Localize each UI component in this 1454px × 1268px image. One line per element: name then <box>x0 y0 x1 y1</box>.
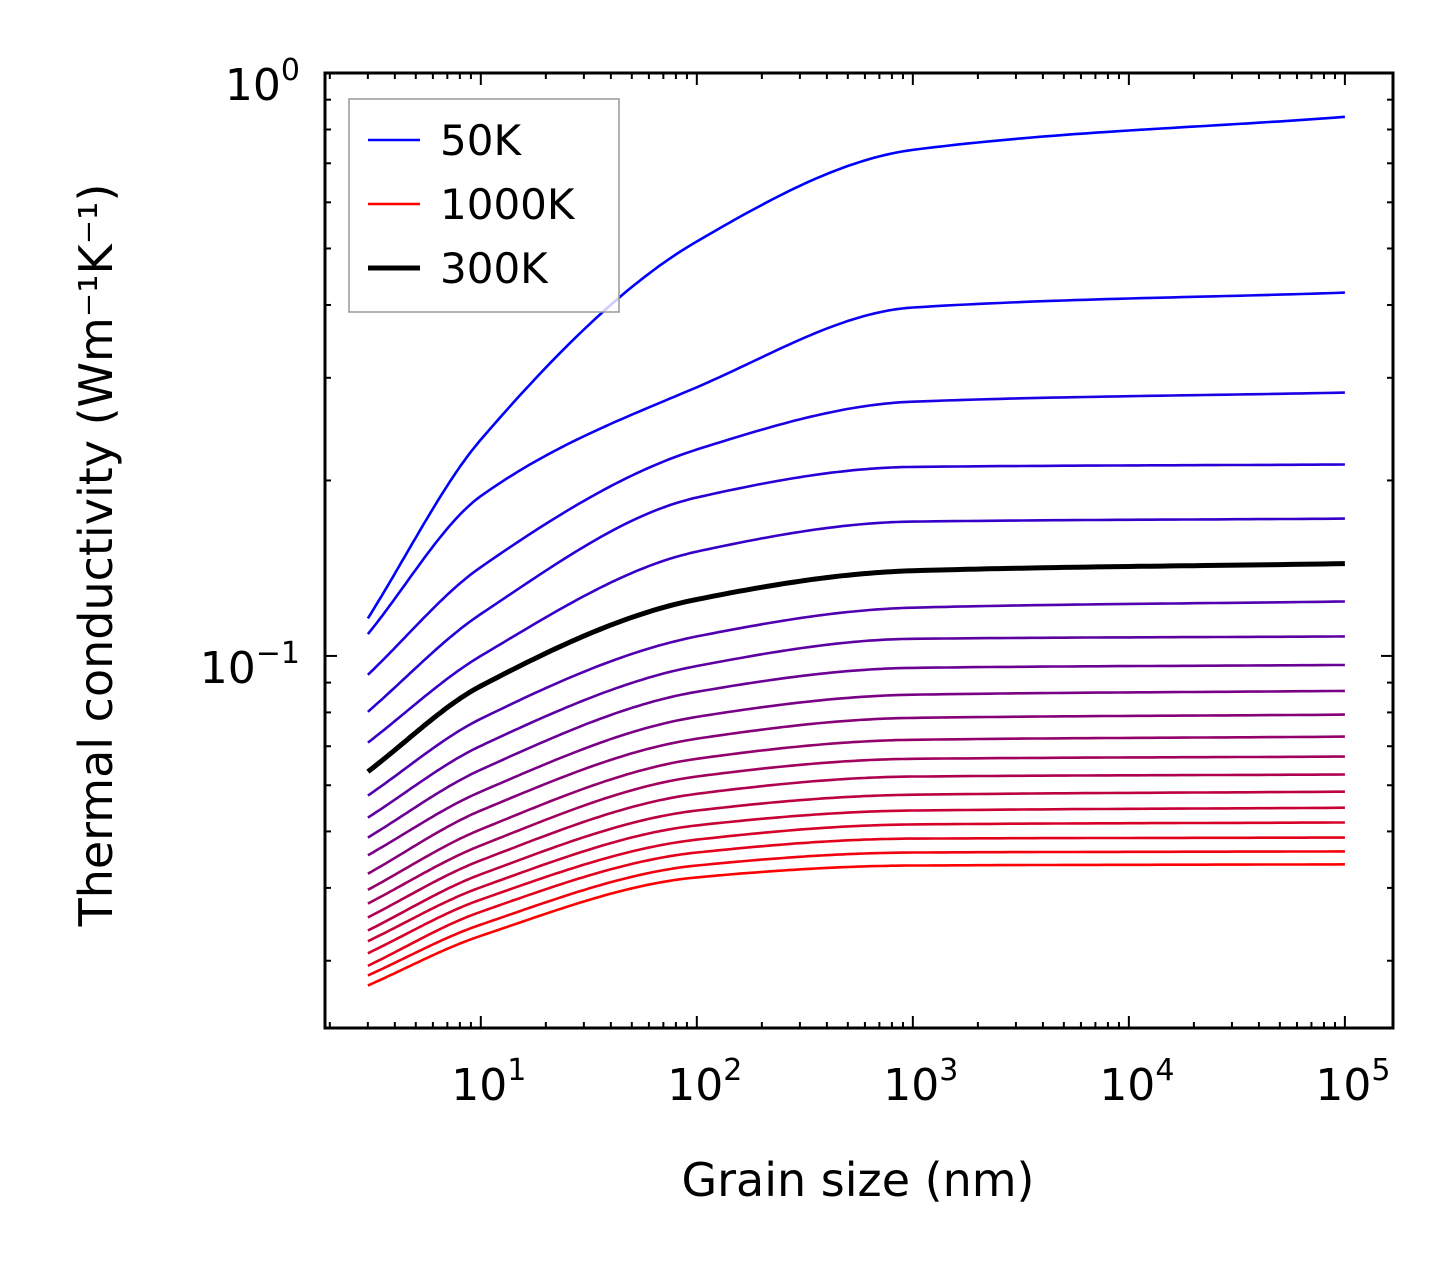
x-axis-label: Grain size (nm) <box>682 1153 1035 1207</box>
x-tick-label: 104 <box>1099 1053 1174 1111</box>
series-line-550K <box>367 713 1345 875</box>
x-tick-label: 102 <box>667 1053 742 1111</box>
tick-label-base: 10 <box>451 1060 507 1111</box>
tick-label-exponent: 5 <box>1371 1053 1390 1088</box>
x-tick-label: 105 <box>1315 1053 1390 1111</box>
x-tick-label: 103 <box>883 1053 958 1111</box>
series-line-100K <box>366 291 1345 635</box>
series-line-950K <box>367 850 1345 977</box>
tick-label-exponent: 4 <box>1155 1053 1174 1088</box>
x-tick-label: 101 <box>451 1053 526 1111</box>
tick-label-exponent: −1 <box>256 636 300 671</box>
legend-label: 50K <box>440 116 522 165</box>
series-line-500K <box>367 689 1345 857</box>
tick-label-exponent: 1 <box>507 1053 526 1088</box>
legend-label: 300K <box>440 244 549 293</box>
tick-label-base: 10 <box>667 1060 723 1111</box>
tick-label-exponent: 2 <box>723 1053 742 1088</box>
y-axis-label: Thermal conductivity (Wm⁻¹K⁻¹) <box>69 184 123 928</box>
series-line-700K <box>367 773 1345 919</box>
tick-label-base: 10 <box>1315 1060 1371 1111</box>
series-line-400K <box>367 635 1345 819</box>
legend-label: 1000K <box>440 180 576 229</box>
tick-label-exponent: 0 <box>281 53 300 88</box>
legend-box <box>348 98 620 313</box>
tick-label-base: 10 <box>1099 1060 1155 1111</box>
tick-label-base: 10 <box>883 1060 939 1111</box>
series-line-800K <box>367 806 1345 943</box>
series-line-1000K <box>367 863 1345 987</box>
series-line-850K <box>367 821 1345 955</box>
legend: 50K 1000K 300K <box>348 98 620 313</box>
series-layer <box>366 115 1346 987</box>
tick-label-exponent: 3 <box>939 1053 958 1088</box>
series-line-450K <box>367 663 1345 839</box>
series-line-600K <box>367 735 1345 891</box>
series-line-900K <box>367 836 1345 967</box>
series-line-150K <box>366 391 1345 676</box>
series-line-250K <box>367 517 1345 744</box>
series-line-300K <box>366 561 1345 774</box>
series-line-750K <box>367 790 1345 932</box>
series-line-50K <box>366 115 1346 620</box>
tick-label-base: 10 <box>200 643 256 694</box>
tick-label-base: 10 <box>225 60 281 111</box>
y-tick-label: 10−1 <box>200 636 300 694</box>
series-line-350K <box>367 600 1345 797</box>
series-line-200K <box>367 463 1345 713</box>
y-tick-label: 100 <box>225 53 300 111</box>
series-line-650K <box>367 755 1345 905</box>
plot-frame <box>323 71 1395 1030</box>
